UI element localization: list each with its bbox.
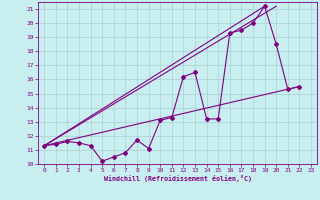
X-axis label: Windchill (Refroidissement éolien,°C): Windchill (Refroidissement éolien,°C) — [104, 175, 252, 182]
